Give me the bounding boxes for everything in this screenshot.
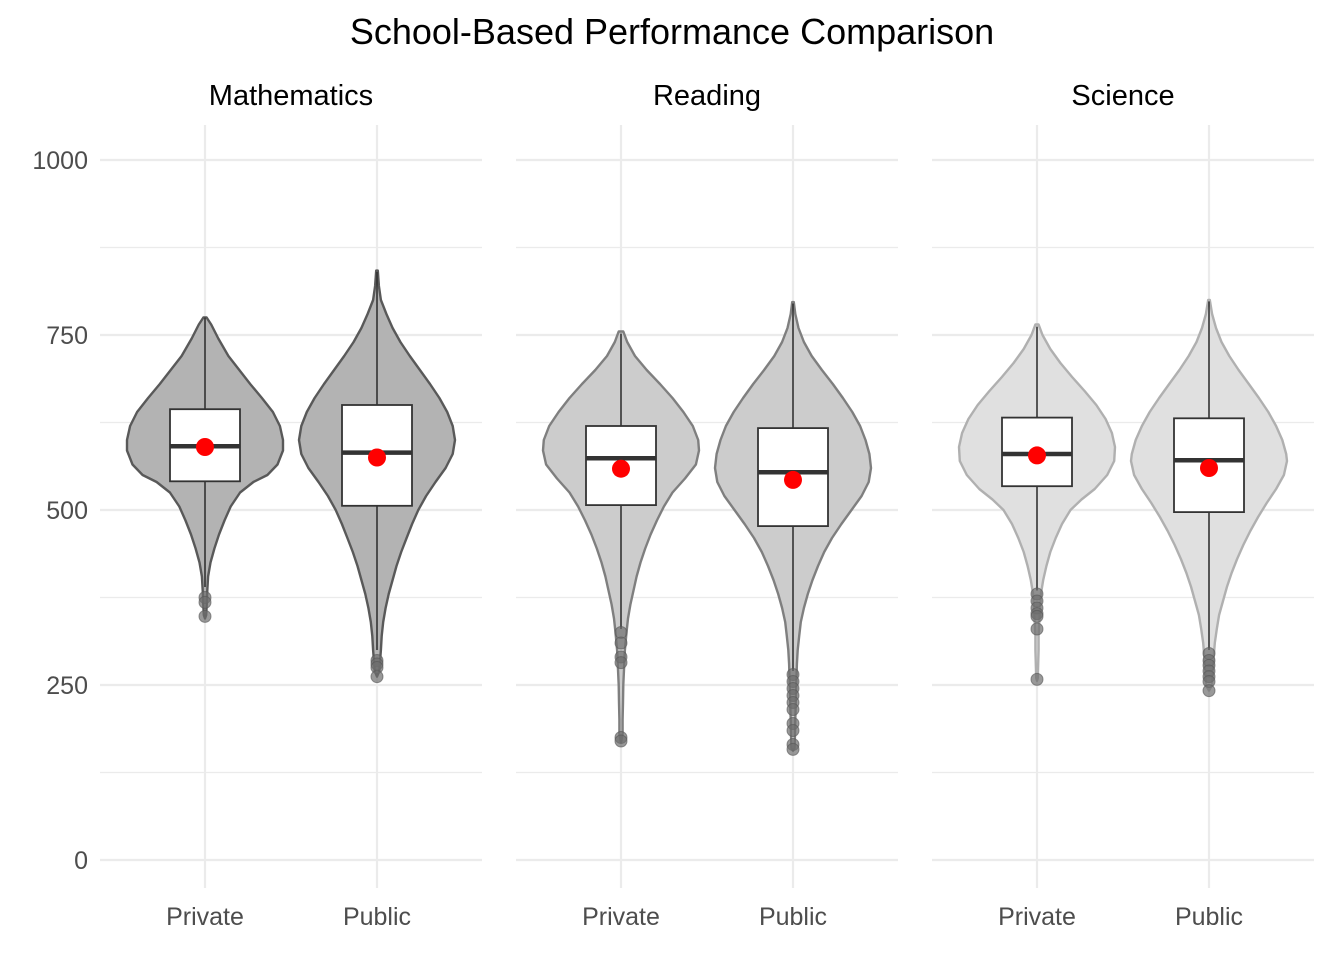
- outlier-point: [1030, 622, 1044, 636]
- mean-point: [1028, 446, 1046, 465]
- panel-strip-label: Science: [1071, 80, 1174, 112]
- x-tick-label: Private: [998, 903, 1076, 931]
- panel-grid: [516, 125, 898, 888]
- outlier-point: [786, 724, 800, 737]
- x-tick-label: Public: [343, 903, 411, 931]
- outlier-point: [614, 734, 628, 748]
- panel-reading: Reading Private Public: [516, 80, 898, 931]
- violin-group-public: Public: [297, 269, 457, 931]
- outlier-point: [614, 656, 628, 670]
- outlier-point: [614, 636, 628, 650]
- mean-point: [784, 470, 802, 489]
- panel-strip-label: Reading: [653, 80, 761, 112]
- y-tick-label: 750: [46, 322, 88, 350]
- y-axis: 0 250 500 750 1000: [32, 147, 88, 875]
- violin-group-public: Public: [1129, 298, 1289, 931]
- panel-mathematics: Mathematics Private Public: [100, 80, 482, 931]
- mean-point: [368, 448, 386, 467]
- violin-group-public: Public: [713, 300, 873, 931]
- violin-group-private: Private: [125, 316, 285, 931]
- outlier-point: [370, 670, 384, 684]
- mean-point: [1200, 459, 1218, 477]
- violin-group-private: Private: [957, 323, 1117, 931]
- y-tick-label: 0: [74, 847, 88, 875]
- x-tick-label: Public: [759, 903, 827, 931]
- panel-strip-label: Mathematics: [209, 80, 373, 112]
- y-tick-label: 1000: [32, 147, 88, 175]
- outlier-point: [786, 742, 800, 756]
- mean-point: [612, 459, 630, 478]
- x-tick-label: Private: [582, 903, 660, 931]
- outlier-point: [1202, 684, 1216, 698]
- mean-point: [196, 438, 214, 456]
- x-tick-label: Private: [166, 903, 244, 931]
- y-tick-label: 250: [46, 672, 88, 700]
- outlier-point: [198, 595, 212, 609]
- violin-group-private: Private: [541, 330, 701, 931]
- outlier-point: [1030, 609, 1044, 623]
- y-tick-label: 500: [46, 497, 88, 525]
- chart-title: School-Based Performance Comparison: [350, 11, 994, 52]
- panel-science: Science Private Public: [932, 80, 1314, 931]
- outlier-point: [786, 703, 800, 716]
- panel-grid: [100, 125, 482, 888]
- outlier-point: [198, 609, 212, 623]
- panels: Mathematics Private Public Reading Private Pu…: [100, 80, 1314, 931]
- x-tick-label: Public: [1175, 903, 1243, 931]
- outlier-point: [1030, 672, 1044, 686]
